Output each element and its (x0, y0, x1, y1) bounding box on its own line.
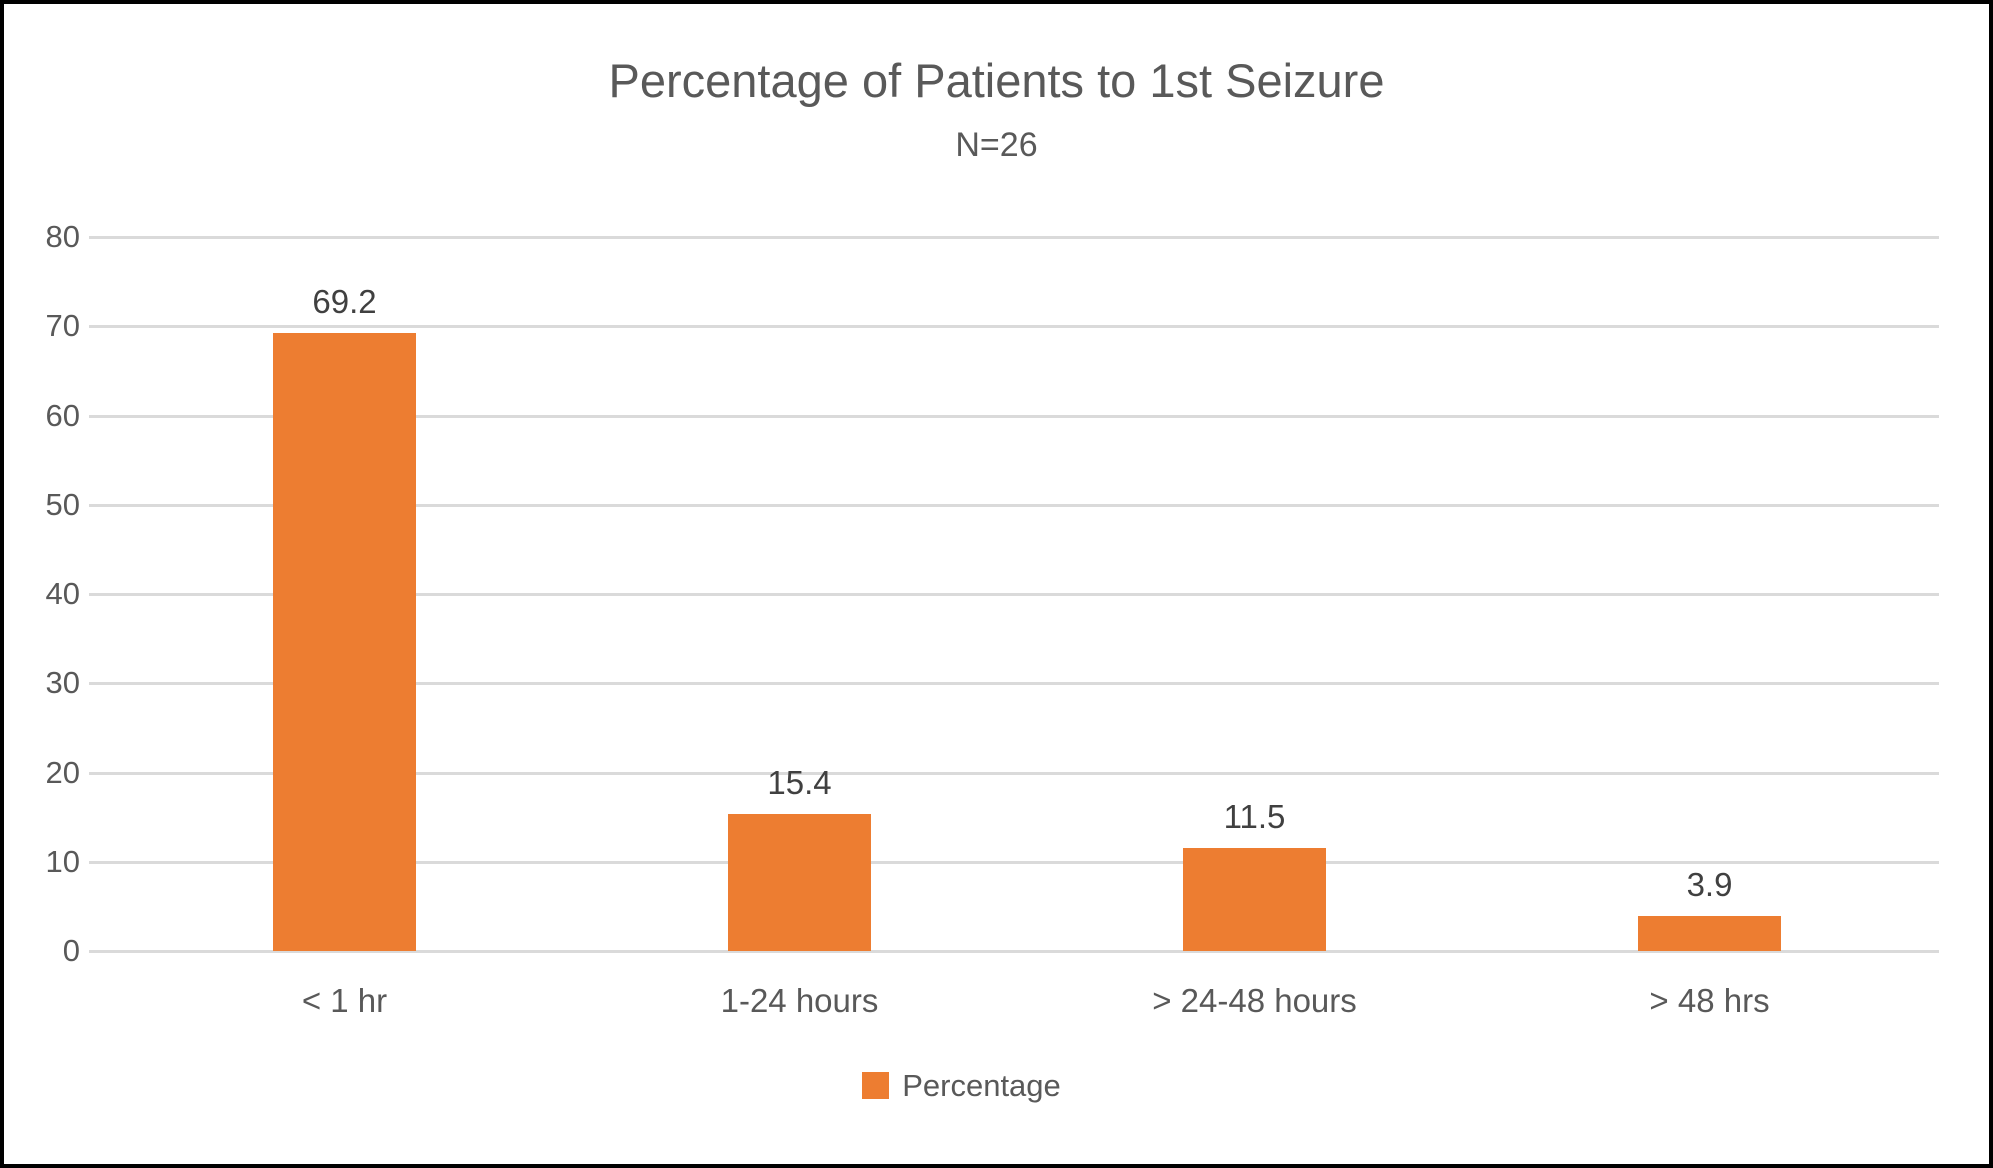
bar-value-label: 3.9 (1686, 866, 1733, 904)
y-tick-label: 50 (45, 486, 80, 522)
bar-4 (1638, 916, 1781, 951)
legend-swatch-icon (862, 1072, 890, 1099)
bar-1 (273, 333, 416, 951)
x-category-label: > 48 hrs (1649, 982, 1770, 1019)
x-category-label: < 1 hr (301, 982, 388, 1019)
bar-value-label: 15.4 (767, 763, 832, 801)
y-tick-label: 60 (45, 397, 80, 433)
y-tick-label: 10 (45, 843, 80, 879)
gridline (89, 860, 1939, 864)
gridline (89, 325, 1939, 329)
gridline (89, 236, 1939, 239)
gridline (89, 682, 1939, 686)
gridline (89, 593, 1939, 596)
y-tick-label: 80 (45, 219, 80, 254)
y-tick-label: 40 (45, 576, 80, 611)
gridline (89, 771, 1939, 775)
gridline (89, 950, 1939, 953)
legend-label: Percentage (902, 1068, 1061, 1103)
y-tick-label: 0 (62, 933, 80, 968)
y-tick-label: 70 (45, 308, 80, 344)
gridline (89, 414, 1939, 418)
bar-value-label: 69.2 (312, 283, 377, 321)
bar-2 (728, 813, 871, 951)
legend: Percentage (4, 1068, 1954, 1103)
y-tick-label: 20 (45, 754, 80, 790)
bar-value-label: 11.5 (1223, 798, 1286, 836)
y-tick-label: 30 (45, 665, 80, 701)
chart-title: Percentage of Patients to 1st Seizure (608, 54, 1385, 107)
x-category-label: 1-24 hours (720, 982, 879, 1019)
x-category-label: > 24-48 hours (1152, 982, 1357, 1019)
bar-3 (1183, 848, 1326, 951)
gridline (89, 503, 1939, 507)
chart-subtitle: N=26 (955, 126, 1038, 164)
